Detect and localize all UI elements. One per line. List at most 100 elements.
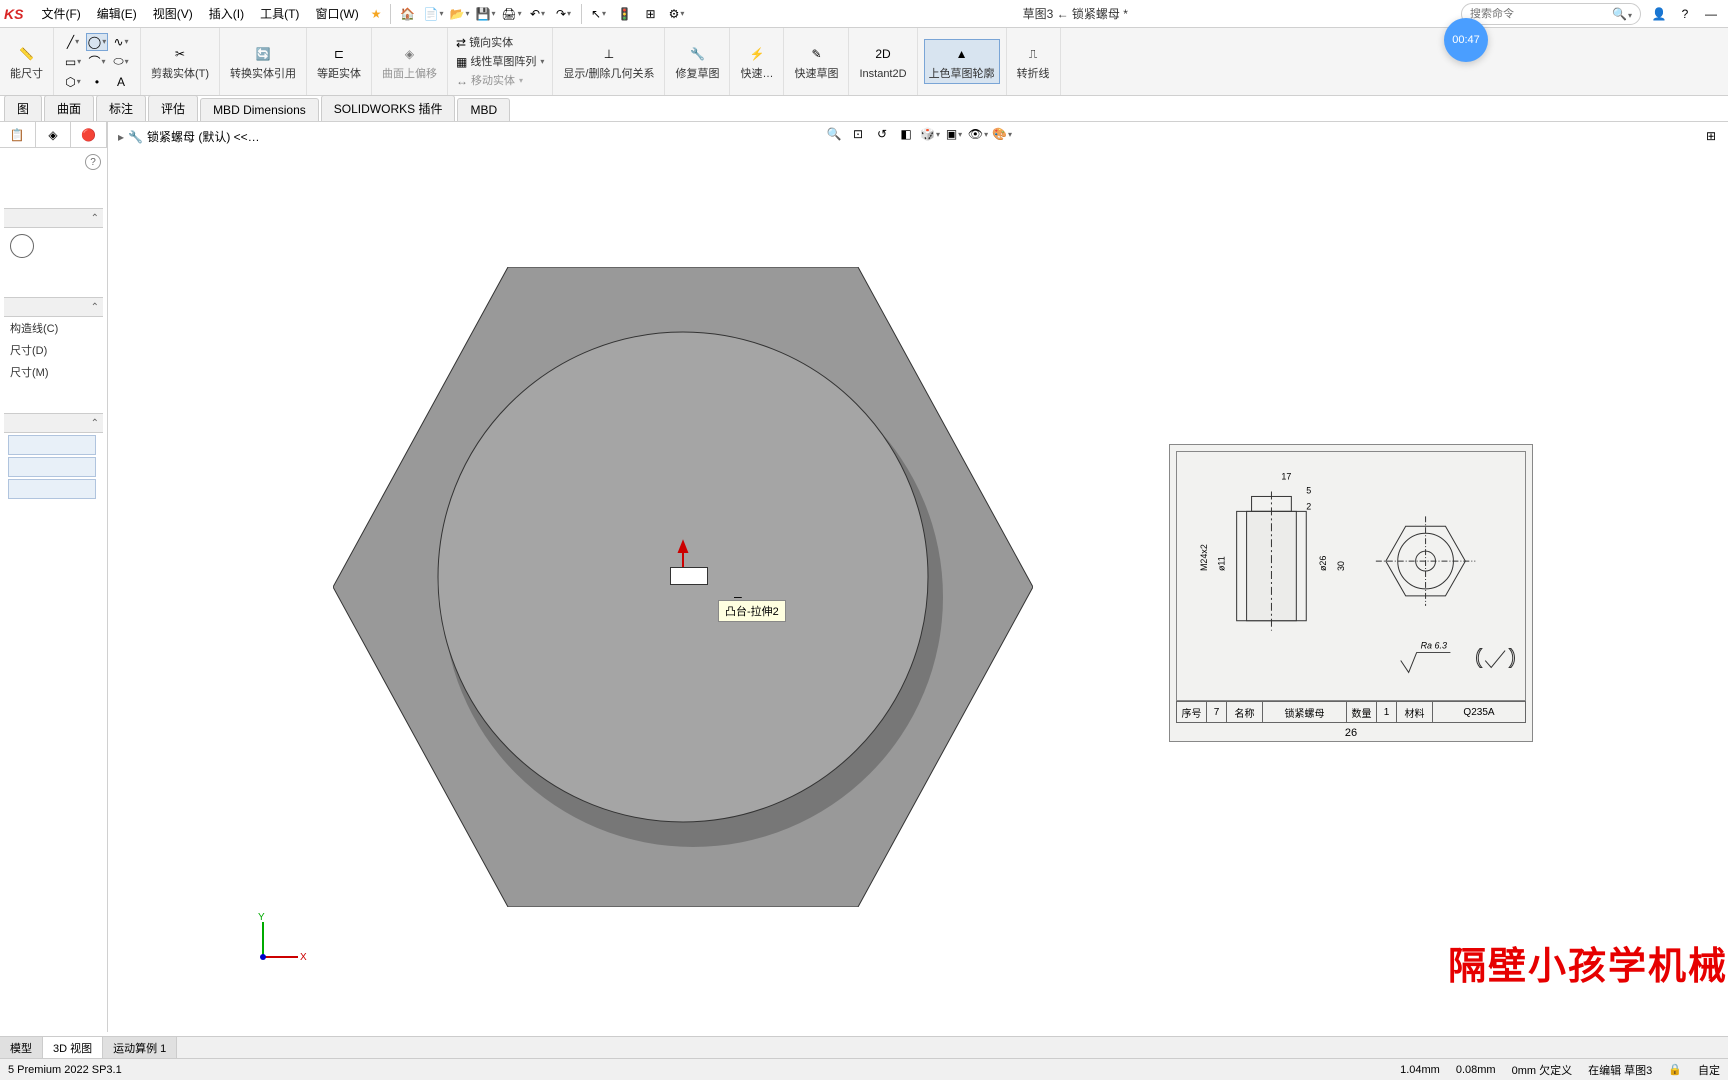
surface-offset-button[interactable]: ◈ 曲面上偏移 (378, 40, 441, 83)
btab-3dview[interactable]: 3D 视图 (43, 1037, 103, 1058)
quick-sketch-button[interactable]: ✎ 快速草图 (790, 40, 842, 83)
view-orient-icon[interactable]: 🎲▾ (920, 124, 940, 144)
menu-tools[interactable]: 工具(T) (252, 1, 307, 26)
panel-tab-3[interactable]: 🔴 (71, 122, 107, 147)
value-field-1[interactable] (8, 435, 96, 455)
open-icon[interactable]: 📂▾ (448, 2, 472, 26)
dimension-input[interactable] (670, 567, 708, 585)
undo-icon[interactable]: ↶▾ (526, 2, 550, 26)
line-tool-icon[interactable]: ╱▾ (62, 33, 84, 51)
display-style-icon[interactable]: ▣▾ (944, 124, 964, 144)
point-tool-icon[interactable]: • (86, 73, 108, 91)
tab-surface[interactable]: 曲面 (44, 95, 94, 121)
spline-tool-icon[interactable]: ∿▾ (110, 33, 132, 51)
breadcrumb-arrow-icon[interactable]: ▸ (118, 130, 124, 144)
menu-star-icon[interactable]: ★ (371, 7, 382, 21)
option-dim-d[interactable]: 尺寸(D) (4, 339, 103, 361)
instant2d-button[interactable]: 2D Instant2D (855, 40, 910, 83)
move-button[interactable]: ↔移动实体▾ (454, 71, 525, 90)
rect-tool-icon[interactable]: ▭▾ (62, 53, 84, 71)
status-mode: 在编辑 草图3 (1588, 1062, 1652, 1078)
panel-tab-1[interactable]: 📋 (0, 122, 36, 147)
tab-evaluate[interactable]: 评估 (148, 95, 198, 121)
arc-tool-icon[interactable]: ⌒▾ (86, 53, 108, 71)
view-toolbar: 🔍 ⊡ ↺ ◧ 🎲▾ ▣▾ 👁▾ 🎨▾ (822, 122, 1014, 146)
tab-sketch[interactable]: 图 (4, 95, 42, 121)
option-construction[interactable]: 构造线(C) (4, 317, 103, 339)
status-lock-icon[interactable]: 🔒 (1668, 1063, 1682, 1076)
redo-icon[interactable]: ↷▾ (552, 2, 576, 26)
tab-addins[interactable]: SOLIDWORKS 插件 (321, 95, 456, 121)
chevron-icon[interactable]: ⌃ (91, 418, 99, 429)
repair-button[interactable]: 🔧 修复草图 (671, 40, 723, 83)
svg-text:(: ( (1475, 646, 1482, 668)
th-qty: 数量 (1347, 702, 1377, 722)
panel-tab-2[interactable]: ◈ (36, 122, 72, 147)
minimize-icon[interactable]: — (1699, 2, 1723, 26)
panel-help-icon[interactable]: ? (85, 154, 101, 170)
bottom-dim: 26 (1345, 727, 1357, 739)
menu-edit[interactable]: 编辑(E) (89, 1, 145, 26)
status-right: 自定 (1698, 1062, 1720, 1078)
prev-view-icon[interactable]: ↺ (872, 124, 892, 144)
td-qty: 1 (1377, 702, 1397, 722)
mirror-button[interactable]: ⇄镜向实体 (454, 33, 515, 52)
linear-pattern-button[interactable]: ▦线性草图阵列▾ (454, 52, 546, 71)
print-icon[interactable]: 🖨▾ (500, 2, 524, 26)
menu-window[interactable]: 窗口(W) (307, 1, 366, 26)
zoom-area-icon[interactable]: ⊡ (848, 124, 868, 144)
tab-mbd[interactable]: MBD (457, 98, 510, 121)
convert-button[interactable]: 🔄 转换实体引用 (226, 40, 300, 83)
search-icon[interactable]: 🔍▾ (1612, 7, 1632, 21)
btab-model[interactable]: 模型 (0, 1037, 43, 1058)
menu-file[interactable]: 文件(F) (33, 1, 88, 26)
text-tool-icon[interactable]: A (110, 73, 132, 91)
save-icon[interactable]: 💾▾ (474, 2, 498, 26)
poly-tool-icon[interactable]: ⬡▾ (62, 73, 84, 91)
value-field-3[interactable] (8, 479, 96, 499)
chevron-icon[interactable]: ⌃ (91, 213, 99, 224)
vp-icon[interactable]: ⊞ (1699, 124, 1723, 148)
section-icon[interactable]: ◧ (896, 124, 916, 144)
shade-sketch-button[interactable]: ▲ 上色草图轮廓 (924, 39, 1000, 84)
menu-insert[interactable]: 插入(I) (201, 1, 252, 26)
svg-text:): ) (1509, 646, 1516, 668)
display-relations-button[interactable]: ⊥ 显示/删除几何关系 (559, 40, 658, 83)
user-icon[interactable]: 👤 (1647, 2, 1671, 26)
settings-icon[interactable]: ⚙▾ (665, 2, 689, 26)
property-panel: 📋 ◈ 🔴 ? ⌃ ⌃ 构造线(C) 尺寸(D) 尺寸(M) ⌃ (0, 122, 108, 1032)
value-field-2[interactable] (8, 457, 96, 477)
tab-mbd-dim[interactable]: MBD Dimensions (200, 98, 319, 121)
dim-5: 5 (1306, 485, 1311, 495)
circle-tool-icon[interactable]: ◯▾ (86, 33, 108, 51)
chevron-icon[interactable]: ⌃ (91, 302, 99, 313)
svg-text:X: X (300, 952, 307, 963)
status-coord-1: 1.04mm (1400, 1064, 1440, 1076)
quick-button[interactable]: ⚡ 快速… (736, 40, 777, 83)
hide-show-icon[interactable]: 👁▾ (968, 124, 988, 144)
options-icon[interactable]: ⊞ (639, 2, 663, 26)
help-icon[interactable]: ? (1673, 2, 1697, 26)
new-icon[interactable]: 📄▾ (422, 2, 446, 26)
trim-button[interactable]: ✂ 剪裁实体(T) (147, 40, 213, 83)
convert-line-button[interactable]: ⎍ 转折线 (1013, 40, 1054, 83)
btab-motion[interactable]: 运动算例 1 (103, 1037, 177, 1058)
traffic-icon[interactable]: 🚦 (613, 2, 637, 26)
appearance-icon[interactable]: 🎨▾ (992, 124, 1012, 144)
tab-annotate[interactable]: 标注 (96, 95, 146, 121)
view-triad[interactable]: Y X (248, 912, 308, 972)
viewport-controls: ⊞ (1698, 124, 1724, 148)
home-icon[interactable]: 🏠 (396, 2, 420, 26)
ellipse-tool-icon[interactable]: ⬭▾ (110, 53, 132, 71)
search-input[interactable] (1470, 8, 1612, 20)
dimension-button[interactable]: 📏 能尺寸 (6, 40, 47, 83)
menu-view[interactable]: 视图(V) (145, 1, 201, 26)
panel-tabs: 📋 ◈ 🔴 (0, 122, 107, 148)
select-icon[interactable]: ↖▾ (587, 2, 611, 26)
viewport[interactable]: ▸ 🔧 锁紧螺母 (默认) <<… 🔍 ⊡ ↺ ◧ 🎲▾ ▣▾ 👁▾ 🎨▾ – … (108, 122, 1728, 1032)
breadcrumb-item[interactable]: 锁紧螺母 (默认) <<… (147, 128, 260, 145)
zoom-fit-icon[interactable]: 🔍 (824, 124, 844, 144)
option-dim-m[interactable]: 尺寸(M) (4, 361, 103, 383)
search-box[interactable]: 🔍▾ (1461, 3, 1641, 25)
offset-button[interactable]: ⊏ 等距实体 (313, 40, 365, 83)
